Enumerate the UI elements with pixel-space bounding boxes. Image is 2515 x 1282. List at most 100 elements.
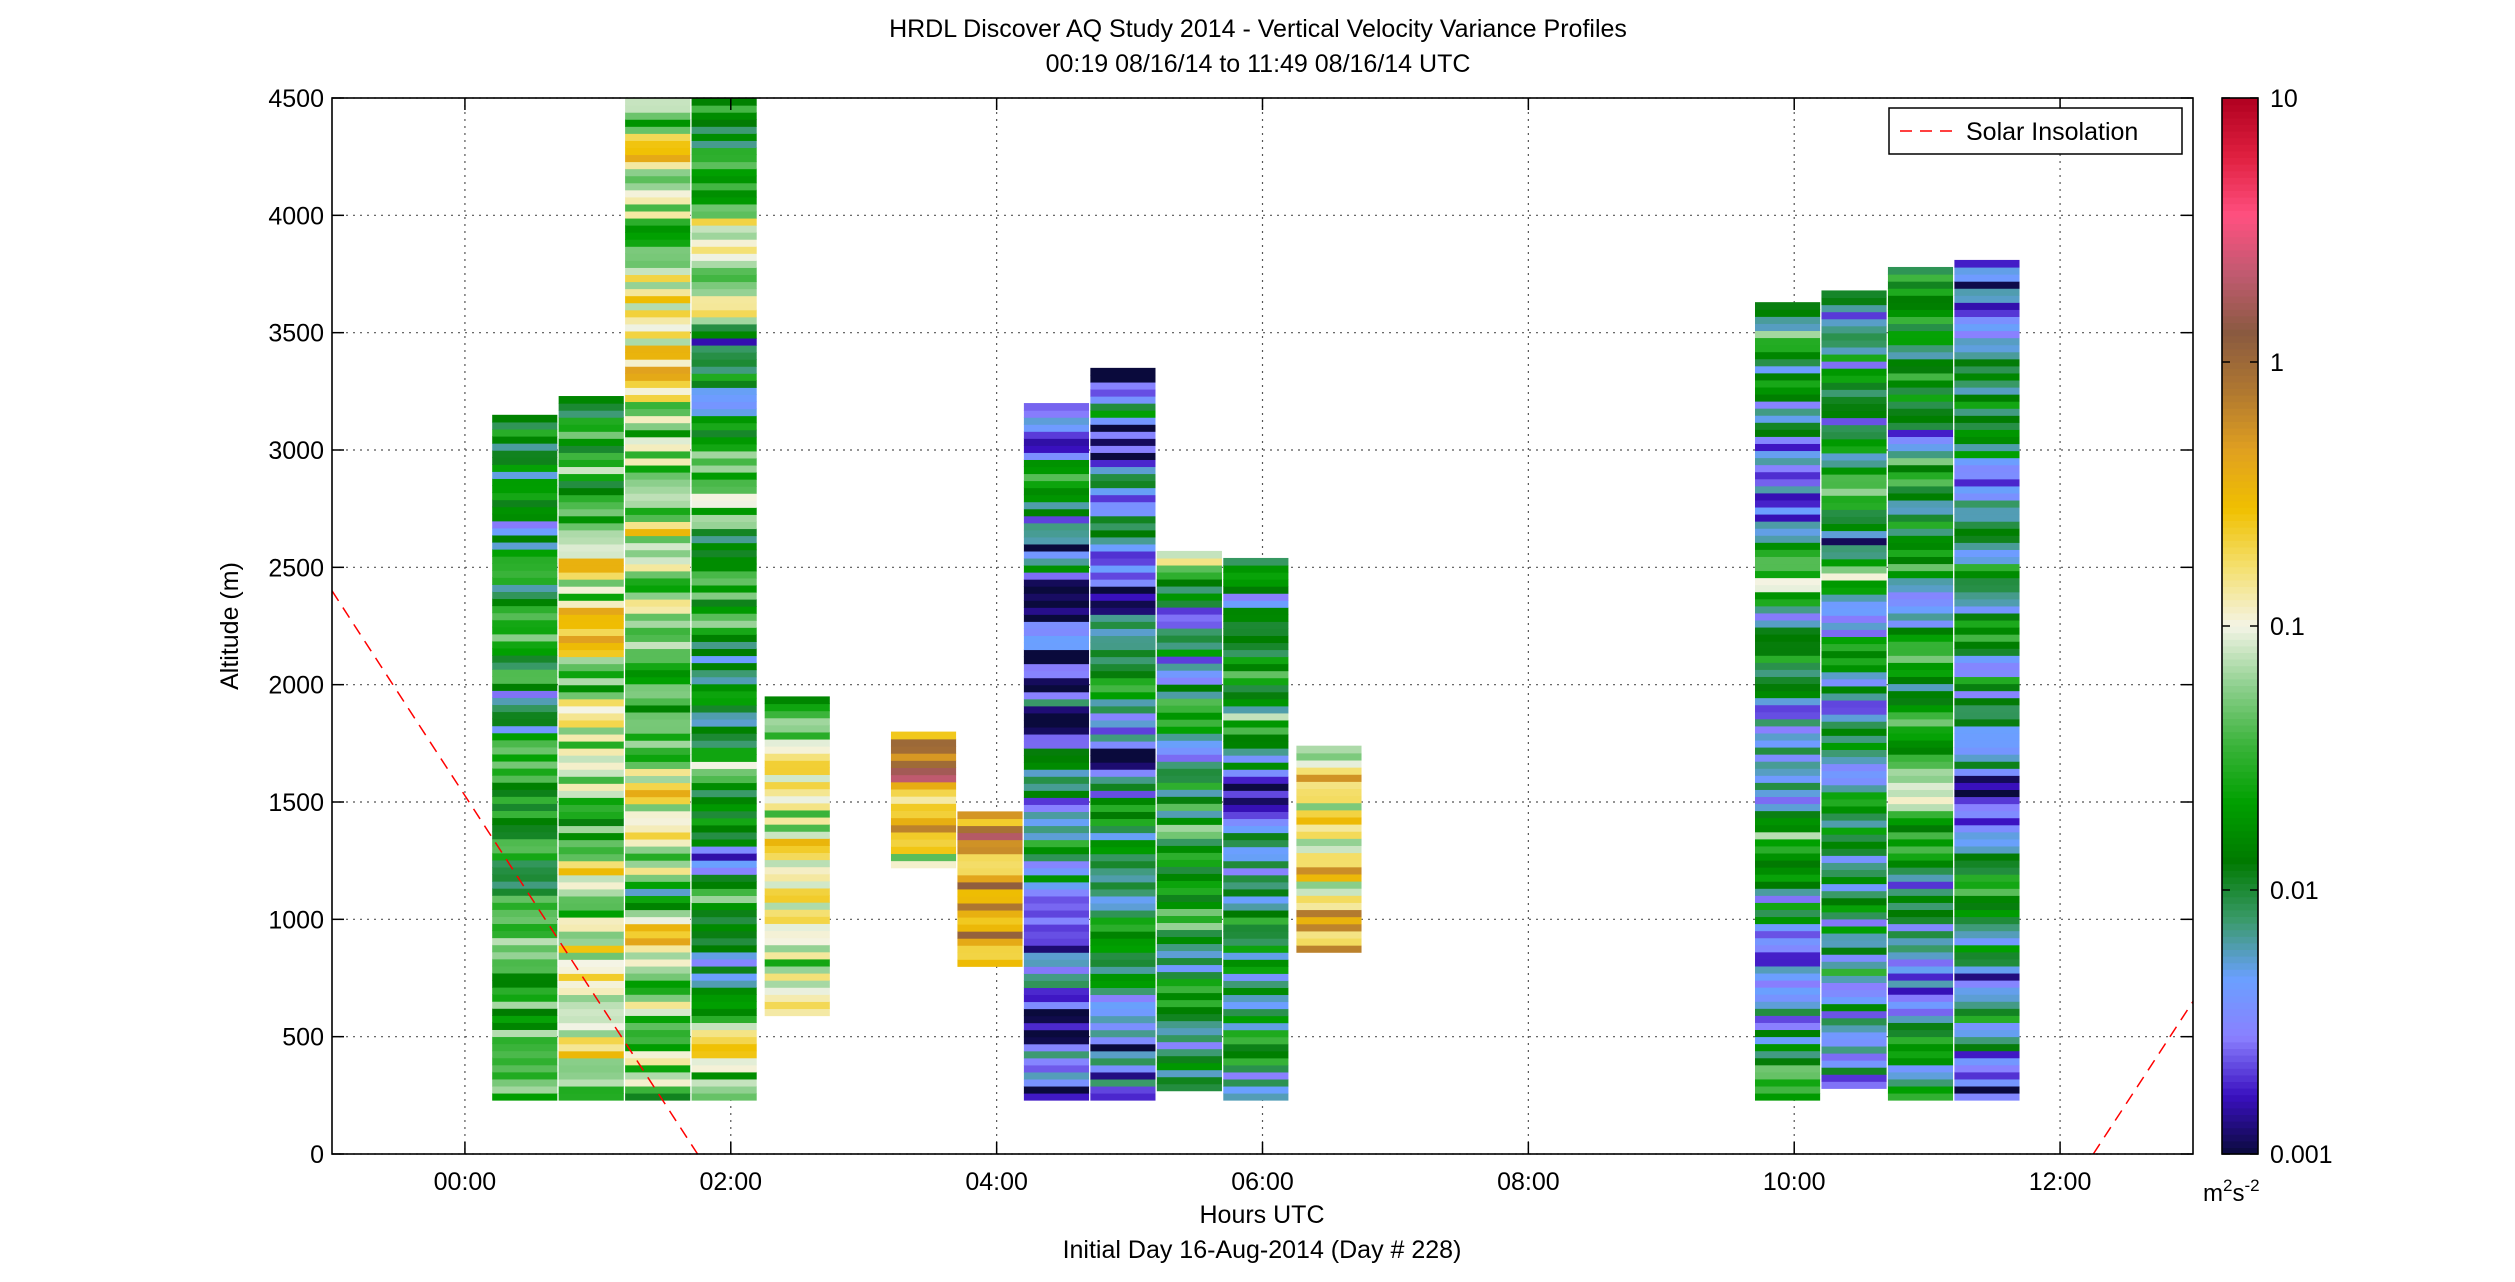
heatmap-cell [492, 450, 558, 458]
heatmap-cell [1954, 499, 2020, 508]
heatmap-cell [1090, 945, 1156, 953]
heatmap-cell [558, 860, 624, 869]
heatmap-cell [1954, 514, 2020, 522]
heatmap-cell [1223, 839, 1289, 848]
heatmap-cell [957, 916, 1023, 925]
heatmap-cell [1954, 655, 2020, 663]
heatmap-cell [1954, 789, 2020, 798]
heatmap-cell [1755, 393, 1821, 402]
colorbar-band [2222, 692, 2258, 700]
heatmap-cell [1090, 367, 1156, 376]
heatmap-cell [1023, 614, 1090, 622]
heatmap-cell [1223, 684, 1289, 693]
heatmap-cell [1887, 867, 1954, 875]
heatmap-cell [1954, 810, 2020, 819]
colorbar-band [2222, 579, 2258, 587]
heatmap-cell [1223, 825, 1289, 834]
heatmap-cell [1821, 925, 1887, 934]
heatmap-cell [1023, 473, 1090, 482]
heatmap-cell [764, 852, 830, 861]
heatmap-cell [558, 952, 624, 960]
heatmap-cell [1223, 973, 1289, 981]
heatmap-cell [1090, 452, 1156, 460]
heatmap-cell [1821, 509, 1887, 517]
heatmap-cell [1887, 358, 1954, 367]
heatmap-cell [1156, 845, 1222, 853]
heatmap-cell [1821, 784, 1887, 793]
heatmap-cell [1887, 725, 1954, 734]
heatmap-cell [1755, 944, 1821, 953]
heatmap-cell [691, 203, 757, 212]
heatmap-cell [1023, 508, 1090, 517]
heatmap-cell [1954, 478, 2020, 487]
heatmap-cell [1156, 999, 1222, 1008]
heatmap-cell [625, 973, 691, 981]
heatmap-cell [691, 352, 757, 360]
heatmap-cell [492, 556, 558, 564]
heatmap-cell [558, 973, 624, 981]
y-axis-label: Altitude (m) [216, 562, 244, 690]
heatmap-cell [1821, 968, 1887, 976]
heatmap-cell [1755, 796, 1821, 805]
heatmap-cell [1090, 952, 1156, 960]
heatmap-cell [691, 112, 757, 120]
heatmap-cell [1156, 621, 1222, 629]
heatmap-cell [1821, 827, 1887, 835]
heatmap-cell [1156, 978, 1222, 987]
heatmap-cell [1954, 1071, 2020, 1080]
heatmap-cell [558, 839, 624, 848]
heatmap-cell [1755, 1001, 1821, 1009]
heatmap-cell [1223, 776, 1289, 784]
heatmap-cell [1755, 556, 1821, 565]
heatmap-cell [1954, 1057, 2020, 1066]
heatmap-cell [1156, 677, 1222, 685]
heatmap-cell [691, 1057, 757, 1066]
heatmap-cell [1954, 923, 2020, 932]
heatmap-cell [1755, 302, 1821, 310]
heatmap-cell [492, 824, 558, 833]
colorbar-band [2222, 975, 2258, 983]
heatmap-cell [625, 507, 691, 515]
colorbar-band [2222, 797, 2258, 805]
heatmap-cell [625, 154, 691, 163]
heatmap-cell [1090, 811, 1156, 820]
heatmap-cell [492, 979, 558, 988]
heatmap-cell [691, 697, 757, 706]
heatmap-cell [1887, 386, 1954, 395]
heatmap-cell [1023, 945, 1090, 953]
heatmap-cell [1887, 768, 1954, 776]
heatmap-cell [1223, 663, 1289, 672]
heatmap-cell [1090, 916, 1156, 925]
heatmap-cell [1296, 937, 1362, 946]
heatmap-cell [1887, 591, 1954, 600]
heatmap-cell [492, 478, 558, 487]
heatmap-cell [1821, 403, 1887, 412]
colorbar-band [2222, 527, 2258, 535]
heatmap-cell [1023, 550, 1090, 559]
heatmap-cell [558, 473, 624, 482]
heatmap-cell [625, 577, 691, 586]
heatmap-cell [492, 527, 558, 536]
heatmap-cell [1954, 450, 2020, 459]
heatmap-cell [1887, 1001, 1954, 1009]
heatmap-cell [1954, 605, 2020, 614]
colorbar-band [2222, 461, 2258, 469]
heatmap-cell [625, 606, 691, 614]
heatmap-cell [691, 1015, 757, 1024]
y-tick-label: 3500 [268, 320, 324, 348]
heatmap-cell [890, 860, 957, 869]
heatmap-cell [1223, 818, 1289, 827]
heatmap-cell [1755, 506, 1821, 515]
colorbar-band [2222, 982, 2258, 990]
heatmap-cell [1887, 1008, 1954, 1016]
heatmap-cell [1821, 601, 1887, 609]
heatmap-cell [1954, 937, 2020, 946]
heatmap-cell [492, 435, 558, 444]
heatmap-cell [1755, 521, 1821, 529]
heatmap-cell [1223, 635, 1289, 644]
heatmap-cell [1023, 607, 1090, 615]
heatmap-cell [1023, 938, 1090, 946]
heatmap-cell [1223, 607, 1289, 615]
heatmap-cell [492, 817, 558, 826]
heatmap-cell [1755, 528, 1821, 536]
